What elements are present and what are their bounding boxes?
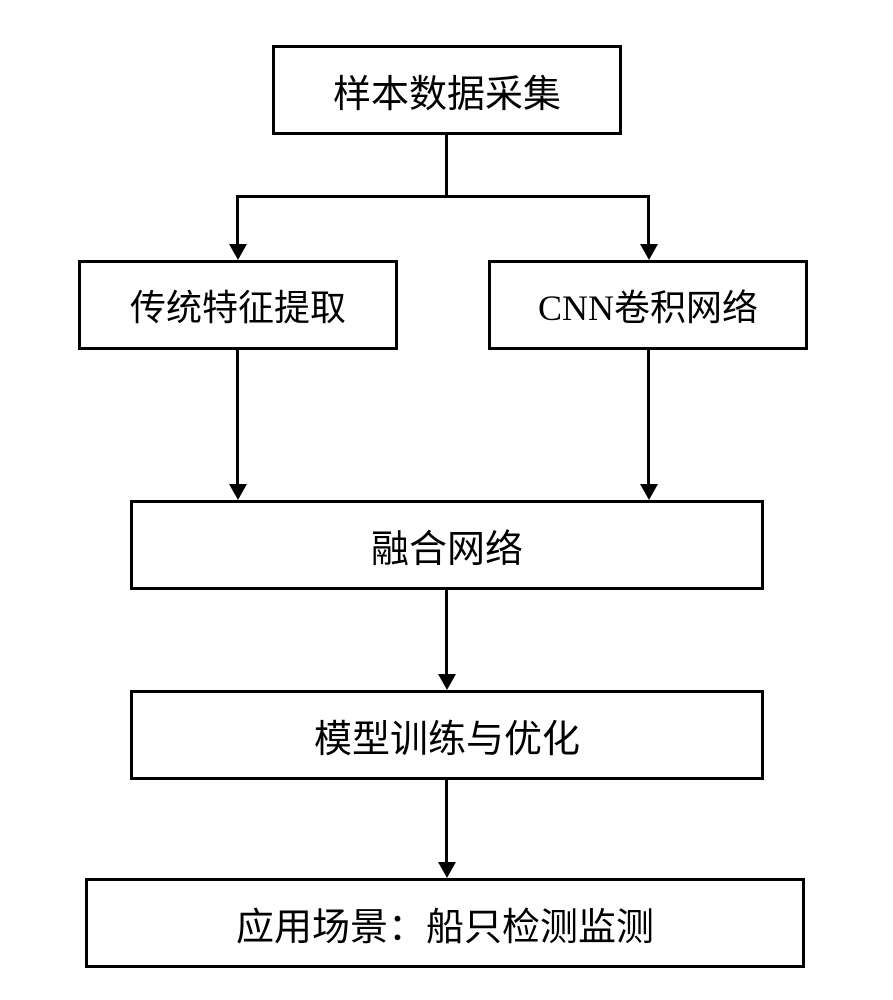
arrow-head-icon — [229, 484, 247, 500]
node-label: 样本数据采集 — [333, 63, 561, 118]
flowchart-container: 样本数据采集 传统特征提取 CNN卷积网络 融合网络 模型训练与优化 应用场景：… — [0, 0, 893, 1000]
edge-line — [236, 195, 239, 244]
node-label: 融合网络 — [371, 518, 523, 573]
arrow-head-icon — [438, 674, 456, 690]
node-fusion-network: 融合网络 — [130, 500, 764, 590]
edge-line — [647, 195, 650, 244]
arrow-head-icon — [640, 244, 658, 260]
node-sample-data: 样本数据采集 — [272, 45, 622, 135]
node-label: 传统特征提取 — [130, 279, 346, 331]
node-label: CNN卷积网络 — [538, 279, 758, 331]
arrow-head-icon — [640, 484, 658, 500]
node-cnn-network: CNN卷积网络 — [488, 260, 808, 350]
edge-line — [445, 780, 448, 862]
node-application: 应用场景：船只检测监测 — [85, 878, 805, 968]
node-label: 应用场景：船只检测监测 — [236, 896, 654, 951]
edge-line — [445, 135, 448, 197]
node-model-training: 模型训练与优化 — [130, 690, 764, 780]
edge-line — [236, 195, 650, 198]
edge-line — [236, 350, 239, 484]
arrow-head-icon — [438, 862, 456, 878]
node-traditional-feature: 传统特征提取 — [78, 260, 398, 350]
edge-line — [445, 590, 448, 674]
node-label: 模型训练与优化 — [314, 708, 580, 763]
arrow-head-icon — [229, 244, 247, 260]
edge-line — [647, 350, 650, 484]
